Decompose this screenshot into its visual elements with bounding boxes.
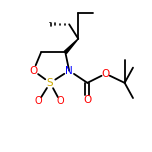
Text: O: O xyxy=(83,95,92,105)
Text: S: S xyxy=(47,78,54,88)
Polygon shape xyxy=(64,39,78,54)
Text: O: O xyxy=(29,66,38,76)
Text: N: N xyxy=(65,66,73,76)
Text: O: O xyxy=(56,96,64,106)
Text: O: O xyxy=(102,69,110,79)
Text: ·: · xyxy=(48,17,52,30)
Text: O: O xyxy=(35,96,43,106)
